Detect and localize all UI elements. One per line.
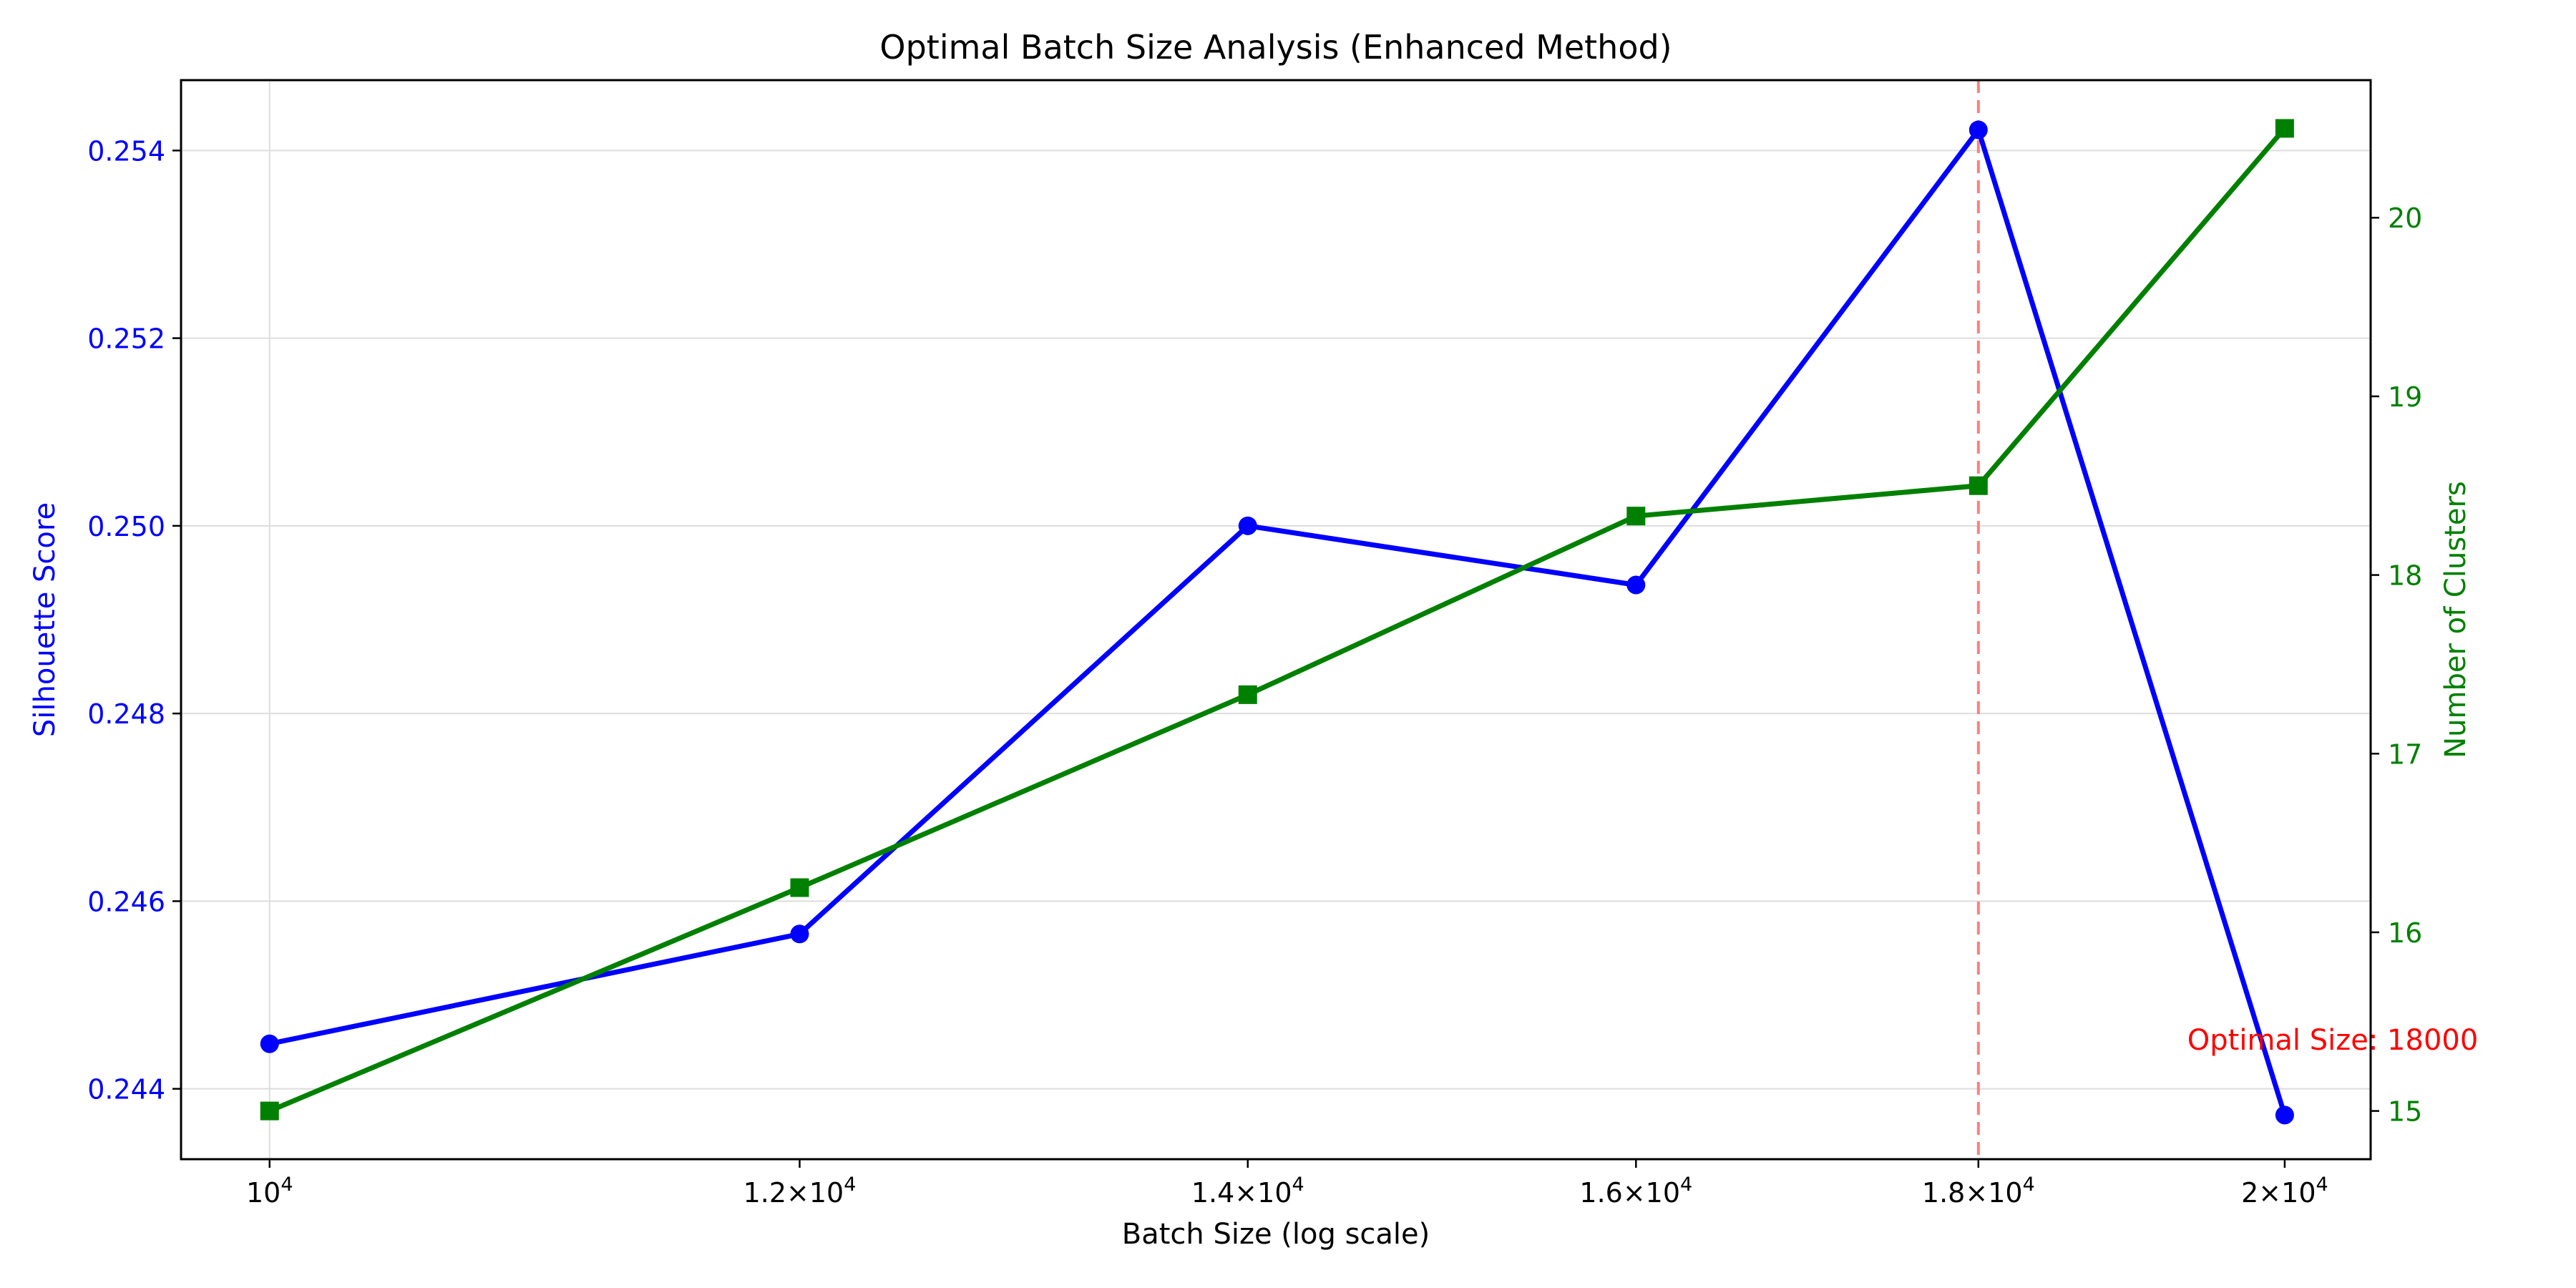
silhouette-point <box>1238 516 1257 535</box>
silhouette-point <box>260 1034 279 1053</box>
chart-title: Optimal Batch Size Analysis (Enhanced Me… <box>879 28 1672 67</box>
y-axis-right-label: Number of Clusters <box>2439 481 2472 758</box>
y-right-tick-label: 17 <box>2388 738 2422 770</box>
y-right-tick-label: 18 <box>2388 560 2422 592</box>
x-tick-label: 2×104 <box>2241 1174 2328 1209</box>
x-tick-label: 1.4×104 <box>1191 1174 1304 1209</box>
y-axis-left-label: Silhouette Score <box>29 502 62 737</box>
y-right-tick-label: 15 <box>2388 1096 2422 1128</box>
clusters-point <box>790 878 809 897</box>
clusters-point <box>1968 476 1988 495</box>
y-right-tick-label: 19 <box>2388 381 2422 413</box>
silhouette-point <box>790 924 809 944</box>
x-tick-label: 1.8×104 <box>1922 1174 2035 1209</box>
clusters-line <box>268 127 2287 1113</box>
x-tick-label: 104 <box>246 1174 293 1209</box>
axes: 0.244 0.246 0.248 0.250 0.252 0.254 15 16 17 18 19… <box>87 135 2422 1209</box>
y-left-tick-label: 0.244 <box>87 1074 165 1106</box>
x-axis-label: Batch Size (log scale) <box>1122 1218 1430 1251</box>
y-left-tick-label: 0.254 <box>87 135 165 167</box>
silhouette-line <box>269 127 2288 1116</box>
silhouette-point <box>2275 1106 2294 1125</box>
x-tick-label: 1.2×104 <box>743 1174 857 1209</box>
silhouette-point <box>1626 575 1646 595</box>
clusters-point <box>1626 507 1646 526</box>
y-right-tick-label: 16 <box>2388 917 2422 949</box>
y-left-tick-label: 0.252 <box>87 323 165 355</box>
grid <box>181 80 2371 1159</box>
y-left-tick-label: 0.250 <box>87 511 165 542</box>
y-left-tick-label: 0.248 <box>87 698 165 730</box>
silhouette-point <box>1968 120 1988 140</box>
y-left-tick-label: 0.246 <box>87 886 165 917</box>
y-right-tick-label: 20 <box>2388 203 2422 234</box>
plot-frame <box>180 79 2372 1161</box>
x-tick-label: 1.6×104 <box>1579 1174 1692 1209</box>
series-layer <box>260 119 2294 1125</box>
clusters-point <box>1238 685 1257 704</box>
clusters-point <box>2275 119 2294 138</box>
clusters-point <box>260 1101 279 1121</box>
optimal-annotation: Optimal Size: 18000 <box>2187 1024 2479 1057</box>
